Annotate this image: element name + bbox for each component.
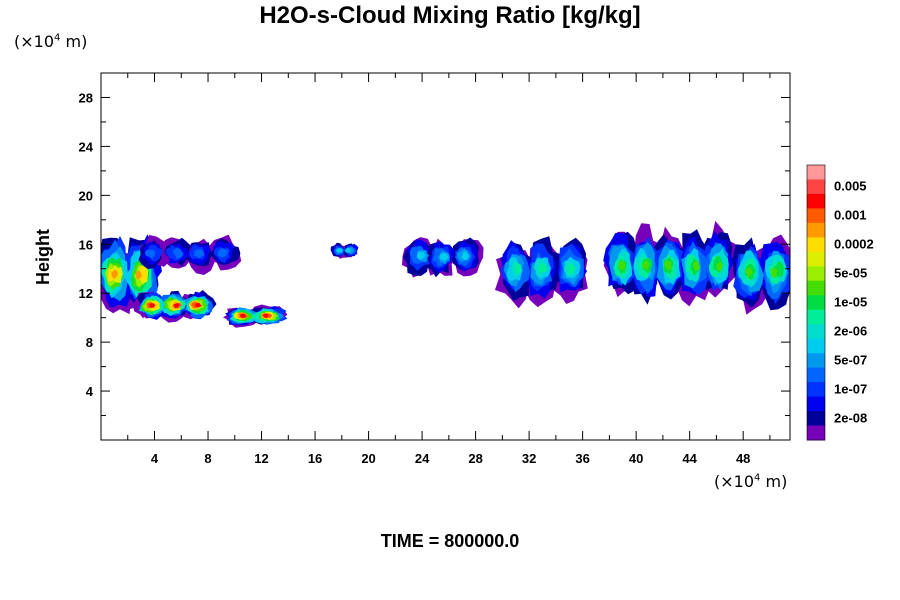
colorbar-swatch xyxy=(807,222,825,238)
cloud-contour xyxy=(514,262,522,274)
colorbar-swatch xyxy=(807,208,825,224)
x-unit-exponent: 4 xyxy=(754,472,761,484)
colorbar-swatch xyxy=(807,237,825,253)
y-tick-label: 8 xyxy=(86,335,93,350)
y-tick-label: 4 xyxy=(86,384,94,399)
cloud-contour xyxy=(336,248,343,253)
x-tick-label: 12 xyxy=(254,451,268,466)
cloud-contour xyxy=(692,260,700,271)
cloud-contour xyxy=(716,261,723,271)
cloud-contour xyxy=(111,269,119,280)
colorbar-label: 1e-05 xyxy=(834,295,867,310)
colorbar-label: 0.0002 xyxy=(834,237,874,252)
cloud-contour xyxy=(440,252,449,261)
colorbar-label: 2e-06 xyxy=(834,323,867,338)
colorbar-swatch xyxy=(807,425,825,441)
cloud-contour xyxy=(194,303,202,308)
x-tick-label: 8 xyxy=(204,451,211,466)
cloud-contour xyxy=(217,248,229,258)
colorbar-swatch xyxy=(807,193,825,209)
cloud-contour xyxy=(538,262,548,274)
cloud-contour xyxy=(461,251,470,261)
cloud-contour xyxy=(149,303,156,308)
colorbar-frame xyxy=(806,164,826,441)
y-unit-label: (×104 m) xyxy=(14,32,87,51)
y-tick-label: 24 xyxy=(79,139,94,154)
x-tick-label: 32 xyxy=(522,451,536,466)
cloud-contour xyxy=(262,313,269,318)
colorbar-label: 5e-07 xyxy=(834,352,867,367)
cloud-contour xyxy=(641,259,650,270)
cloud-contour xyxy=(135,270,142,280)
cloud-contour xyxy=(618,260,626,271)
y-unit-prefix: (×10 xyxy=(14,32,55,51)
colorbar: 0.005 0.001 0.0002 5e-05 1e-05 2e-06 5e-07 1e-0… xyxy=(806,164,874,441)
cloud-field xyxy=(101,220,790,328)
colorbar-swatch xyxy=(807,280,825,296)
y-tick-label: 28 xyxy=(79,90,93,105)
colorbar-swatch xyxy=(807,411,825,427)
colorbar-label: 0.005 xyxy=(834,179,867,194)
cloud-contour xyxy=(193,249,205,259)
cloud-contour xyxy=(172,248,184,259)
x-tick-label: 16 xyxy=(308,451,322,466)
plot-frame xyxy=(100,72,791,441)
colorbar-swatch xyxy=(807,324,825,340)
colorbar-label: 1e-07 xyxy=(834,381,867,396)
x-tick-label: 28 xyxy=(468,451,482,466)
y-tick-label: 12 xyxy=(79,286,93,301)
x-unit-prefix: (×10 xyxy=(714,472,755,491)
cloud-contour xyxy=(173,303,180,308)
colorbar-swatch xyxy=(807,179,825,195)
cloud-contour xyxy=(770,267,778,278)
cloud-contour xyxy=(566,263,576,275)
y-unit-exponent: 4 xyxy=(54,32,61,44)
colorbar-swatch xyxy=(807,353,825,369)
y-unit-suffix: m) xyxy=(60,32,88,51)
x-unit-label: (×104 m) xyxy=(714,472,787,491)
colorbar-swatch xyxy=(807,295,825,311)
colorbar-label: 5e-05 xyxy=(834,266,867,281)
cloud-contour xyxy=(664,259,672,270)
cloud-contour xyxy=(416,251,426,260)
y-tick-label: 16 xyxy=(79,237,93,252)
colorbar-label: 2e-08 xyxy=(834,410,867,425)
x-tick-label: 36 xyxy=(575,451,589,466)
colorbar-swatch xyxy=(807,251,825,267)
y-axis-title: Height xyxy=(33,229,53,285)
colorbar-swatch xyxy=(807,266,825,282)
colorbar-swatch xyxy=(807,367,825,383)
x-tick-label: 4 xyxy=(151,451,159,466)
colorbar-label: 0.001 xyxy=(834,208,867,223)
x-tick-label: 44 xyxy=(682,451,697,466)
cloud-contour xyxy=(240,313,247,318)
x-unit-suffix: m) xyxy=(760,472,788,491)
cloud-contour xyxy=(144,249,156,259)
x-tick-label: 48 xyxy=(736,451,750,466)
x-tick-label: 24 xyxy=(415,451,430,466)
colorbar-swatch xyxy=(807,338,825,354)
colorbar-swatch xyxy=(807,382,825,398)
colorbar-swatch xyxy=(807,165,825,180)
chart-title: H2O-s-Cloud Mixing Ratio [kg/kg] xyxy=(259,2,641,29)
y-tick-label: 20 xyxy=(79,188,93,203)
cloud-contour xyxy=(344,248,351,253)
time-label: TIME = 800000.0 xyxy=(380,531,520,551)
colorbar-swatch xyxy=(807,396,825,412)
colorbar-swatch xyxy=(807,309,825,325)
x-tick-label: 20 xyxy=(361,451,375,466)
x-tick-label: 40 xyxy=(629,451,643,466)
cloud-contour xyxy=(744,267,753,278)
